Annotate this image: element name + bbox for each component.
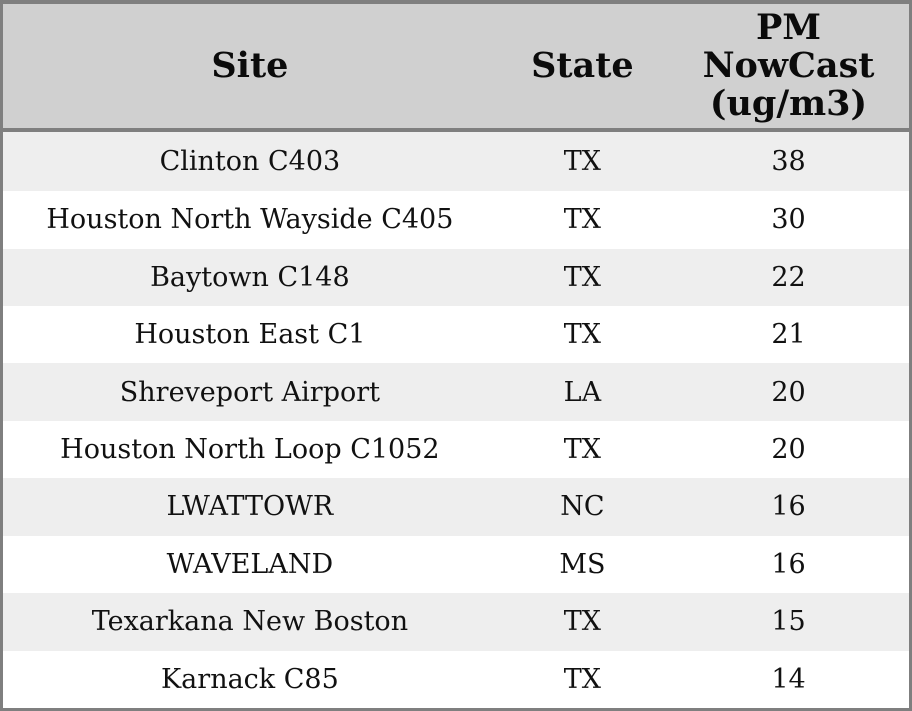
- pm-header-line-3: (ug/m3): [709, 82, 868, 124]
- state-cell: NC: [496, 478, 668, 536]
- table-header: Site State PM NowCast (ug/m3): [3, 4, 909, 132]
- state-cell: TX: [496, 248, 668, 306]
- table-row: Houston East C1 TX 21: [3, 305, 909, 364]
- column-header-site: Site: [3, 4, 497, 132]
- header-row: Site State PM NowCast (ug/m3): [3, 4, 909, 132]
- table-row: LWATTOWR NC 16: [3, 478, 909, 536]
- state-cell: TX: [496, 130, 668, 192]
- table-row: Houston North Wayside C405 TX 30: [3, 191, 909, 249]
- state-cell: MS: [496, 535, 668, 594]
- column-header-pm-nowcast: PM NowCast (ug/m3): [668, 4, 909, 132]
- table-row: Shreveport Airport LA 20: [3, 363, 909, 421]
- site-cell: Houston North Wayside C405: [3, 191, 497, 249]
- state-cell: LA: [496, 363, 668, 421]
- site-cell: Clinton C403: [3, 130, 497, 192]
- pm-value-cell: 16: [668, 535, 909, 594]
- site-cell: Baytown C148: [3, 248, 497, 306]
- pm-value-cell: 20: [668, 363, 909, 421]
- table-row: WAVELAND MS 16: [3, 535, 909, 594]
- column-header-state: State: [496, 4, 668, 132]
- pm-nowcast-table: Site State PM NowCast (ug/m3) Clinton C4…: [3, 4, 909, 708]
- site-cell: LWATTOWR: [3, 478, 497, 536]
- pm-value-cell: 21: [668, 305, 909, 364]
- pm-value-cell: 16: [668, 478, 909, 536]
- pm-header-line-2: NowCast: [702, 45, 875, 87]
- pm-value-cell: 20: [668, 420, 909, 479]
- table-row: Houston North Loop C1052 TX 20: [3, 420, 909, 479]
- site-cell: Shreveport Airport: [3, 363, 497, 421]
- pm-value-cell: 22: [668, 248, 909, 306]
- pm-header-line-1: PM: [755, 7, 822, 49]
- state-cell: TX: [496, 650, 668, 708]
- state-cell: TX: [496, 420, 668, 479]
- table-row: Clinton C403 TX 38: [3, 130, 909, 192]
- table-row: Baytown C148 TX 22: [3, 248, 909, 306]
- state-cell: TX: [496, 593, 668, 651]
- state-cell: TX: [496, 305, 668, 364]
- table-row: Karnack C85 TX 14: [3, 650, 909, 708]
- site-cell: Houston East C1: [3, 305, 497, 364]
- site-cell: Karnack C85: [3, 650, 497, 708]
- pm-value-cell: 15: [668, 593, 909, 651]
- pm-value-cell: 30: [668, 191, 909, 249]
- table-row: Texarkana New Boston TX 15: [3, 593, 909, 651]
- pm-value-cell: 14: [668, 650, 909, 708]
- pm-value-cell: 38: [668, 130, 909, 192]
- table-body: Clinton C403 TX 38 Houston North Wayside…: [3, 130, 909, 708]
- site-cell: WAVELAND: [3, 535, 497, 594]
- site-cell: Houston North Loop C1052: [3, 420, 497, 479]
- site-cell: Texarkana New Boston: [3, 593, 497, 651]
- state-cell: TX: [496, 191, 668, 249]
